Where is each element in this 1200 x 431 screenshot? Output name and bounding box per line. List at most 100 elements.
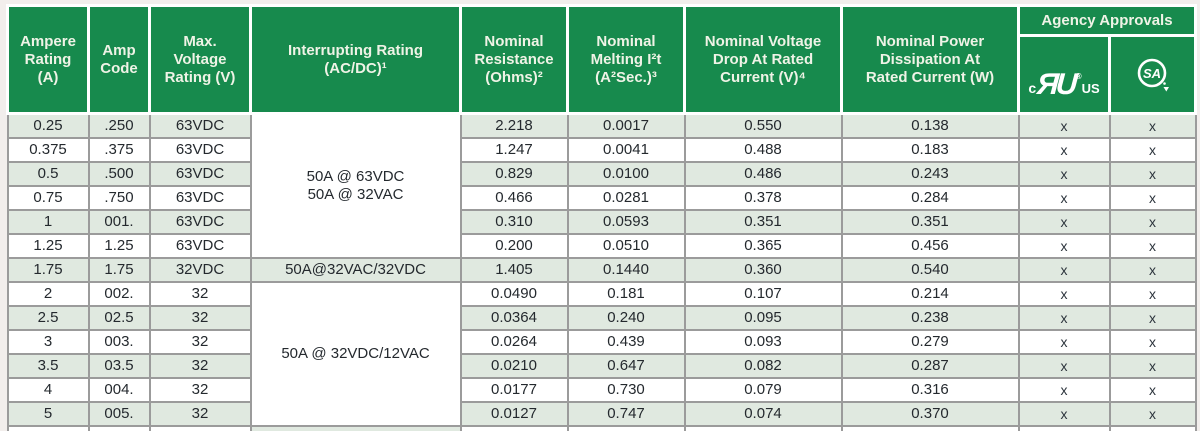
col-header-agency-approvals: Agency Approvals bbox=[1017, 4, 1197, 37]
table-row: 1.75 1.75 32VDC 50A@32VAC/32VDC 1.405 0.1440 0… bbox=[6, 257, 1197, 284]
cell-power-dissipation: 0.279 bbox=[840, 329, 1020, 356]
cell-amp-code: 1.25 bbox=[87, 233, 151, 260]
cell-voltage-drop: 0.488 bbox=[683, 137, 843, 164]
cell-csa-approval: x bbox=[1108, 377, 1197, 404]
cell-ampere-rating: 6 bbox=[6, 425, 90, 431]
cell-csa-approval: x bbox=[1108, 209, 1197, 236]
cell-max-voltage: 63VDC bbox=[148, 233, 252, 260]
cell-melting-i2t: 0.0041 bbox=[566, 137, 686, 164]
cell-max-voltage: 24 bbox=[148, 425, 252, 431]
cell-melting-i2t: 0.0281 bbox=[566, 185, 686, 212]
cell-ul-approval: x bbox=[1017, 137, 1111, 164]
cell-voltage-drop: 0.093 bbox=[683, 329, 843, 356]
cell-ul-approval: x bbox=[1017, 353, 1111, 380]
table-row: 3 003. 32 0.0264 0.439 0.093 0.279 x x bbox=[6, 329, 1197, 356]
table-row: 1 001. 63VDC 0.310 0.0593 0.351 0.351 x x bbox=[6, 209, 1197, 236]
col-header-power-dissipation: Nominal Power Dissipation At Rated Curre… bbox=[840, 3, 1020, 116]
csa-letters: SA bbox=[1142, 66, 1160, 81]
cell-ul-approval: x bbox=[1017, 329, 1111, 356]
cell-melting-i2t: 0.0510 bbox=[566, 233, 686, 260]
cell-voltage-drop: 0.079 bbox=[683, 377, 843, 404]
cell-power-dissipation: 0.456 bbox=[840, 233, 1020, 260]
cell-melting-i2t: 0.0100 bbox=[566, 161, 686, 188]
col-header-ampere-rating: Ampere Rating (A) bbox=[6, 3, 90, 116]
cell-amp-code: 005. bbox=[87, 401, 151, 428]
cell-melting-i2t: 0.1440 bbox=[566, 257, 686, 284]
cell-voltage-drop: 0.107 bbox=[683, 281, 843, 308]
col-header-nominal-resistance: Nominal Resistance (Ohms)² bbox=[459, 3, 569, 116]
cell-max-voltage: 32 bbox=[148, 353, 252, 380]
cell-max-voltage: 32 bbox=[148, 377, 252, 404]
cell-interrupting-rating: 50A @ 24VDC/12VAC bbox=[249, 425, 462, 431]
cell-voltage-drop: 0.095 bbox=[683, 305, 843, 332]
cell-amp-code: 02.5 bbox=[87, 305, 151, 332]
cell-max-voltage: 32VDC bbox=[148, 257, 252, 284]
cell-power-dissipation: 0.243 bbox=[840, 161, 1020, 188]
cell-melting-i2t: 0.240 bbox=[566, 305, 686, 332]
col-header-melting-i2t: Nominal Melting I²t (A²Sec.)³ bbox=[566, 3, 686, 116]
cell-ampere-rating: 1.75 bbox=[6, 257, 90, 284]
cell-power-dissipation: 0.432 bbox=[840, 425, 1020, 431]
cell-csa-approval: x bbox=[1108, 401, 1197, 428]
cell-amp-code: 03.5 bbox=[87, 353, 151, 380]
cell-amp-code: .375 bbox=[87, 137, 151, 164]
cell-csa-approval: x bbox=[1108, 161, 1197, 188]
col-header-amp-code: Amp Code bbox=[87, 3, 151, 116]
cell-amp-code: 002. bbox=[87, 281, 151, 308]
cell-power-dissipation: 0.284 bbox=[840, 185, 1020, 212]
cell-nominal-resistance: 0.0490 bbox=[459, 281, 569, 308]
cell-nominal-resistance: 0.0086 bbox=[459, 425, 569, 431]
cell-power-dissipation: 0.370 bbox=[840, 401, 1020, 428]
cell-interrupting-rating: 50A @ 63VDC 50A @ 32VAC bbox=[249, 112, 462, 260]
cell-power-dissipation: 0.214 bbox=[840, 281, 1020, 308]
cell-csa-approval: x bbox=[1108, 281, 1197, 308]
cell-ul-approval: x bbox=[1017, 257, 1111, 284]
cell-voltage-drop: 0.072 bbox=[683, 425, 843, 431]
cell-ampere-rating: 2.5 bbox=[6, 305, 90, 332]
table-row: 0.375.375 63VDC 1.247 0.0041 0.488 0.183 x x bbox=[6, 137, 1197, 164]
table-row: 3.5 03.5 32 0.0210 0.647 0.082 0.287 x x bbox=[6, 353, 1197, 380]
cell-ampere-rating: 0.5 bbox=[6, 161, 90, 188]
cell-amp-code: 003. bbox=[87, 329, 151, 356]
cell-max-voltage: 63VDC bbox=[148, 137, 252, 164]
cell-amp-code: 004. bbox=[87, 377, 151, 404]
cell-ul-approval: x bbox=[1017, 305, 1111, 332]
table-header: Ampere Rating (A) Amp Code Max. Voltage … bbox=[6, 3, 1197, 116]
cell-csa-approval: x bbox=[1108, 185, 1197, 212]
cell-max-voltage: 32 bbox=[148, 305, 252, 332]
cell-amp-code: .250 bbox=[87, 112, 151, 140]
table-row: 6006.2450A @ 24VDC/12VAC0.00861.4440.072… bbox=[6, 425, 1197, 431]
cell-power-dissipation: 0.540 bbox=[840, 257, 1020, 284]
cell-ampere-rating: 2 bbox=[6, 281, 90, 308]
cell-melting-i2t: 0.439 bbox=[566, 329, 686, 356]
cell-max-voltage: 63VDC bbox=[148, 209, 252, 236]
cell-nominal-resistance: 2.218 bbox=[459, 112, 569, 140]
cell-interrupting-rating: 50A@32VAC/32VDC bbox=[249, 257, 462, 284]
cell-voltage-drop: 0.365 bbox=[683, 233, 843, 260]
cell-nominal-resistance: 0.0177 bbox=[459, 377, 569, 404]
cell-power-dissipation: 0.183 bbox=[840, 137, 1020, 164]
cell-interrupting-rating: 50A @ 32VDC/12VAC bbox=[249, 281, 462, 428]
cell-power-dissipation: 0.238 bbox=[840, 305, 1020, 332]
cell-nominal-resistance: 0.200 bbox=[459, 233, 569, 260]
table-row: 0.75.750 63VDC 0.466 0.0281 0.378 0.284 x x bbox=[6, 185, 1197, 212]
col-header-ul: c ЯU ® US bbox=[1017, 33, 1111, 116]
cell-nominal-resistance: 0.0127 bbox=[459, 401, 569, 428]
cul-us-icon: c ЯU ® US bbox=[1028, 67, 1100, 101]
ul-registered-mark: ® bbox=[1075, 71, 1082, 81]
table-row: 0.25.250 63VDC 50A @ 63VDC 50A @ 32VAC 2.21… bbox=[6, 112, 1197, 260]
cell-power-dissipation: 0.351 bbox=[840, 209, 1020, 236]
cell-ul-approval: x bbox=[1017, 281, 1111, 308]
ul-us-label: US bbox=[1081, 81, 1100, 97]
cell-nominal-resistance: 0.466 bbox=[459, 185, 569, 212]
cell-power-dissipation: 0.287 bbox=[840, 353, 1020, 380]
col-header-interrupting-rating: Interrupting Rating (AC/DC)¹ bbox=[249, 3, 462, 116]
cell-ul-approval: x bbox=[1017, 185, 1111, 212]
cell-csa-approval: x bbox=[1108, 353, 1197, 380]
table-row: 4 004. 32 0.0177 0.730 0.079 0.316 x x bbox=[6, 377, 1197, 404]
cell-csa-approval: x bbox=[1108, 305, 1197, 332]
ul-ru-glyph: ЯU bbox=[1036, 67, 1076, 101]
cell-power-dissipation: 0.316 bbox=[840, 377, 1020, 404]
cell-max-voltage: 32 bbox=[148, 281, 252, 308]
cell-melting-i2t: 0.181 bbox=[566, 281, 686, 308]
